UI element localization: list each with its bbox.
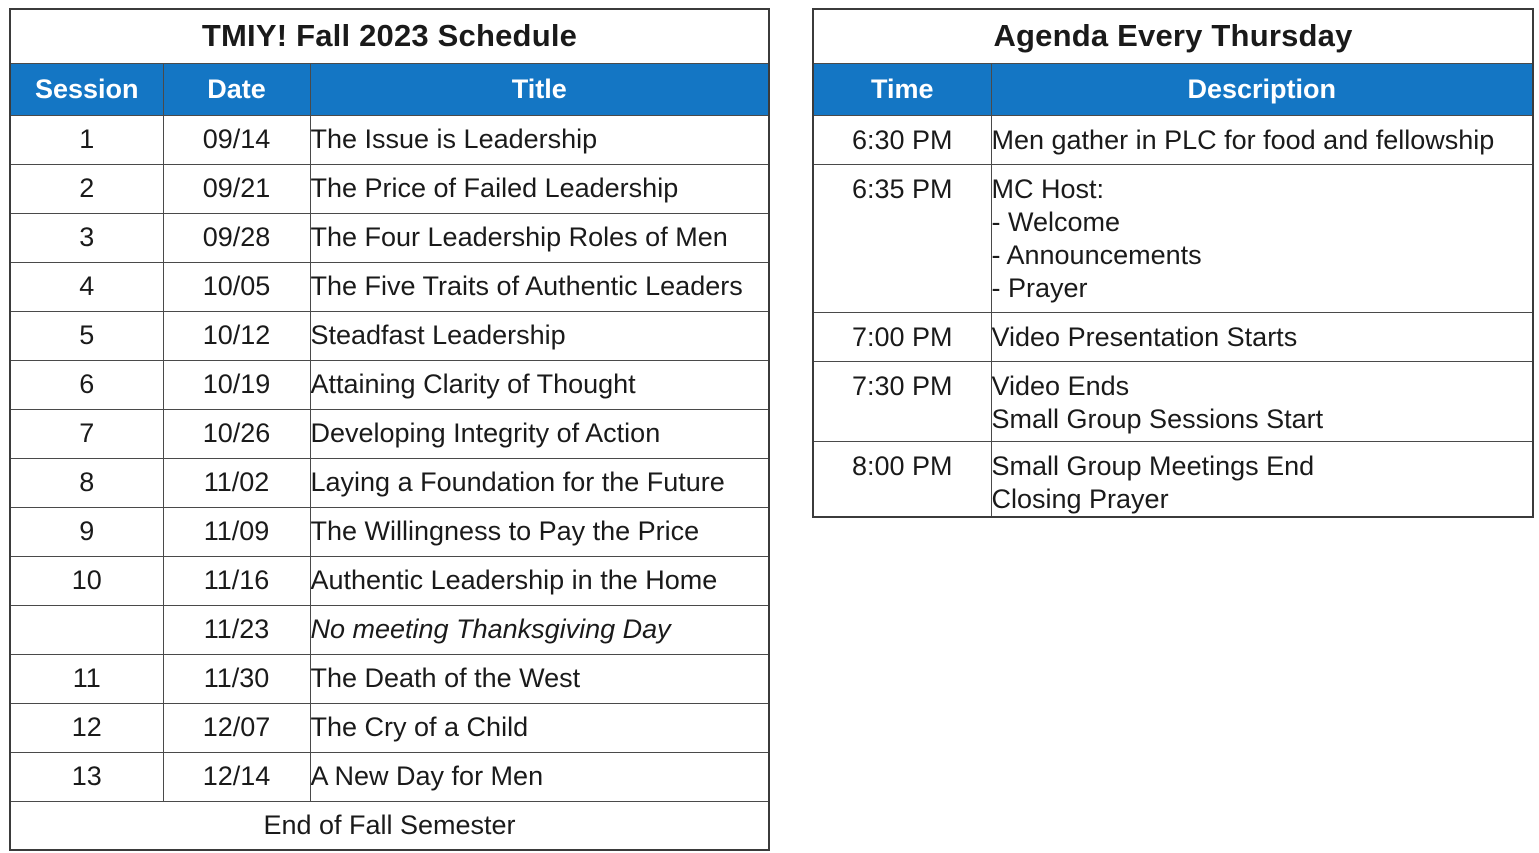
schedule-row: 12 12/07 The Cry of a Child [9, 702, 770, 753]
schedule-row: 1 09/14 The Issue is Leadership [9, 114, 770, 165]
description-cell: MC Host: - Welcome - Announcements - Prayer [990, 163, 1534, 313]
time-cell: 8:00 PM [812, 440, 992, 518]
schedule-row: 2 09/21 The Price of Failed Leadership [9, 163, 770, 214]
schedule-row: 5 10/12 Steadfast Leadership [9, 310, 770, 361]
column-header-title: Title [309, 62, 770, 116]
time-cell: 7:30 PM [812, 360, 992, 442]
schedule-row: 13 12/14 A New Day for Men [9, 751, 770, 802]
session-cell: 10 [9, 555, 164, 606]
session-cell: 11 [9, 653, 164, 704]
session-cell: 7 [9, 408, 164, 459]
agenda-row: 6:30 PM Men gather in PLC for food and fe… [812, 114, 1534, 165]
description-line: - Welcome [991, 206, 1121, 237]
date-cell: 12/14 [162, 751, 311, 802]
agenda-row: 6:35 PM MC Host: - Welcome - Announcements -… [812, 163, 1534, 313]
description-cell: Video Presentation Starts [990, 311, 1534, 362]
description-line: MC Host: [991, 173, 1105, 204]
title-cell: No meeting Thanksgiving Day [309, 604, 770, 655]
agenda-row: 7:30 PM Video Ends Small Group Sessions St… [812, 360, 1534, 442]
description-line: Men gather in PLC for food and fellowshi… [991, 124, 1495, 155]
description-line: Video Ends [991, 370, 1130, 401]
schedule-table: TMIY! Fall 2023 Schedule Session Date Ti… [9, 8, 770, 851]
date-cell: 10/19 [162, 359, 311, 410]
agenda-table-body: 6:30 PM Men gather in PLC for food and fe… [812, 114, 1534, 518]
date-cell: 11/02 [162, 457, 311, 508]
description-cell: Video Ends Small Group Sessions Start [990, 360, 1534, 442]
schedule-row: 8 11/02 Laying a Foundation for the Future [9, 457, 770, 508]
schedule-row: 3 09/28 The Four Leadership Roles of Men [9, 212, 770, 263]
schedule-row: 11 11/30 The Death of the West [9, 653, 770, 704]
session-cell: 5 [9, 310, 164, 361]
agenda-row: 7:00 PM Video Presentation Starts [812, 311, 1534, 362]
time-cell: 6:35 PM [812, 163, 992, 313]
column-header-date: Date [162, 62, 311, 116]
title-cell: Developing Integrity of Action [309, 408, 770, 459]
description-cell: Small Group Meetings End Closing Prayer [990, 440, 1534, 518]
schedule-title: TMIY! Fall 2023 Schedule [9, 8, 770, 64]
schedule-row: 4 10/05 The Five Traits of Authentic Leade… [9, 261, 770, 312]
date-cell: 11/09 [162, 506, 311, 557]
title-cell: The Cry of a Child [309, 702, 770, 753]
column-header-time: Time [812, 62, 992, 116]
schedule-row: 9 11/09 The Willingness to Pay the Price [9, 506, 770, 557]
session-cell: 3 [9, 212, 164, 263]
date-cell: 09/28 [162, 212, 311, 263]
title-cell: The Issue is Leadership [309, 114, 770, 165]
date-cell: 12/07 [162, 702, 311, 753]
date-cell: 09/14 [162, 114, 311, 165]
column-header-description: Description [990, 62, 1534, 116]
schedule-header-row: Session Date Title [9, 62, 770, 116]
schedule-row: 10 11/16 Authentic Leadership in the Home [9, 555, 770, 606]
schedule-row: 6 10/19 Attaining Clarity of Thought [9, 359, 770, 410]
schedule-footer: End of Fall Semester [9, 800, 770, 851]
session-cell: 8 [9, 457, 164, 508]
description-line: Video Presentation Starts [991, 321, 1298, 352]
title-cell: The Price of Failed Leadership [309, 163, 770, 214]
session-cell: 12 [9, 702, 164, 753]
schedule-title-row: TMIY! Fall 2023 Schedule [9, 8, 770, 64]
date-cell: 10/26 [162, 408, 311, 459]
description-cell: Men gather in PLC for food and fellowshi… [990, 114, 1534, 165]
date-cell: 10/05 [162, 261, 311, 312]
schedule-footer-row: End of Fall Semester [9, 800, 770, 851]
title-cell: A New Day for Men [309, 751, 770, 802]
title-cell: The Four Leadership Roles of Men [309, 212, 770, 263]
title-cell: Laying a Foundation for the Future [309, 457, 770, 508]
description-line: Small Group Meetings End [991, 450, 1315, 481]
time-cell: 6:30 PM [812, 114, 992, 165]
date-cell: 11/16 [162, 555, 311, 606]
date-cell: 11/30 [162, 653, 311, 704]
date-cell: 11/23 [162, 604, 311, 655]
session-cell: 9 [9, 506, 164, 557]
schedule-row: 11/23 No meeting Thanksgiving Day [9, 604, 770, 655]
title-cell: Attaining Clarity of Thought [309, 359, 770, 410]
column-header-session: Session [9, 62, 164, 116]
session-cell: 13 [9, 751, 164, 802]
session-cell: 2 [9, 163, 164, 214]
agenda-title: Agenda Every Thursday [812, 8, 1534, 64]
date-cell: 10/12 [162, 310, 311, 361]
title-cell: The Willingness to Pay the Price [309, 506, 770, 557]
description-line: - Prayer [991, 272, 1088, 303]
title-cell: The Death of the West [309, 653, 770, 704]
session-cell: 1 [9, 114, 164, 165]
agenda-header-row: Time Description [812, 62, 1534, 116]
description-line: Closing Prayer [991, 483, 1169, 514]
agenda-row: 8:00 PM Small Group Meetings End Closing P… [812, 440, 1534, 518]
agenda-title-row: Agenda Every Thursday [812, 8, 1534, 64]
schedule-row: 7 10/26 Developing Integrity of Action [9, 408, 770, 459]
description-line: - Announcements [991, 239, 1202, 270]
schedule-table-body: 1 09/14 The Issue is Leadership 2 09/21 The P… [9, 114, 770, 802]
session-cell [9, 604, 164, 655]
session-cell: 4 [9, 261, 164, 312]
agenda-table: Agenda Every Thursday Time Description 6… [812, 8, 1535, 518]
session-cell: 6 [9, 359, 164, 410]
time-cell: 7:00 PM [812, 311, 992, 362]
description-line: Small Group Sessions Start [991, 403, 1324, 434]
title-cell: Steadfast Leadership [309, 310, 770, 361]
date-cell: 09/21 [162, 163, 311, 214]
title-cell: Authentic Leadership in the Home [309, 555, 770, 606]
title-cell: The Five Traits of Authentic Leaders [309, 261, 770, 312]
